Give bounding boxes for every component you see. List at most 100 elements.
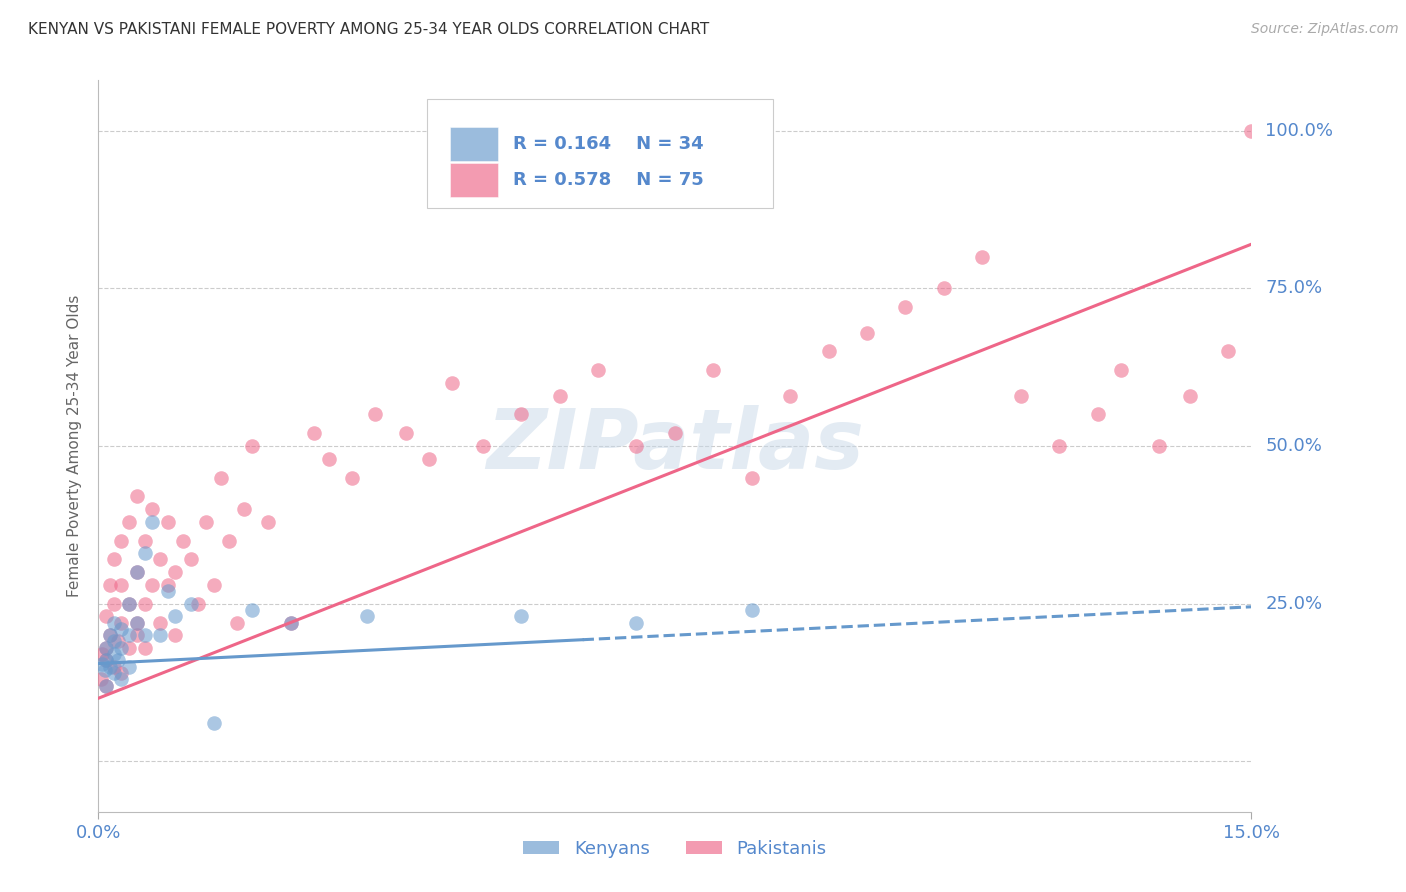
Point [94, 679, 117, 693]
Point [110, 578, 132, 592]
Text: 100.0%: 100.0% [1265, 121, 1333, 140]
Point [125, 565, 148, 579]
Point [894, 300, 917, 314]
Point [125, 565, 148, 579]
Point [225, 615, 247, 630]
Point [256, 515, 278, 529]
Point [91, 647, 114, 661]
Point [702, 363, 724, 377]
Point [817, 344, 839, 359]
Point [779, 388, 801, 402]
Point [218, 533, 240, 548]
Text: KENYAN VS PAKISTANI FEMALE POVERTY AMONG 25-34 YEAR OLDS CORRELATION CHART: KENYAN VS PAKISTANI FEMALE POVERTY AMONG… [28, 22, 710, 37]
Point [932, 281, 955, 295]
Point [856, 326, 879, 340]
Point [187, 597, 209, 611]
Point [125, 628, 148, 642]
Point [94, 640, 117, 655]
Point [165, 609, 187, 624]
Point [98, 659, 121, 673]
Point [103, 634, 125, 648]
Text: ZIPatlas: ZIPatlas [486, 406, 863, 486]
Point [664, 426, 686, 441]
Point [741, 470, 763, 484]
Point [134, 533, 156, 548]
Point [118, 628, 141, 642]
FancyBboxPatch shape [450, 127, 499, 161]
Point [103, 659, 125, 673]
Point [280, 615, 302, 630]
Point [103, 552, 125, 566]
Point [98, 628, 121, 642]
Point [107, 634, 129, 648]
Point [180, 597, 202, 611]
Point [94, 609, 117, 624]
Point [195, 515, 218, 529]
Point [395, 426, 418, 441]
Point [103, 665, 125, 680]
Point [972, 250, 994, 264]
Point [91, 657, 114, 671]
Point [107, 653, 129, 667]
Point [94, 653, 117, 667]
Point [510, 408, 533, 422]
Point [233, 502, 256, 516]
Point [149, 552, 172, 566]
Point [141, 502, 163, 516]
Point [280, 615, 302, 630]
FancyBboxPatch shape [450, 163, 499, 197]
Point [240, 603, 263, 617]
Point [741, 603, 763, 617]
Point [156, 578, 179, 592]
Point [1047, 439, 1070, 453]
Point [202, 578, 225, 592]
Point [110, 665, 132, 680]
FancyBboxPatch shape [427, 99, 773, 209]
Point [103, 615, 125, 630]
Text: 75.0%: 75.0% [1265, 279, 1322, 297]
Point [180, 552, 202, 566]
Point [510, 609, 533, 624]
Point [98, 628, 121, 642]
Point [240, 439, 263, 453]
Point [118, 597, 141, 611]
Point [134, 628, 156, 642]
Point [1010, 388, 1032, 402]
Point [125, 490, 148, 504]
Point [356, 609, 378, 624]
Point [103, 597, 125, 611]
Point [125, 615, 148, 630]
Point [110, 615, 132, 630]
Point [340, 470, 363, 484]
Point [94, 679, 117, 693]
Point [98, 578, 121, 592]
Point [626, 615, 648, 630]
Text: Source: ZipAtlas.com: Source: ZipAtlas.com [1251, 22, 1399, 37]
Text: 50.0%: 50.0% [1265, 437, 1322, 455]
Point [110, 673, 132, 687]
Point [93, 663, 115, 677]
Point [209, 470, 232, 484]
Point [118, 515, 141, 529]
Point [110, 533, 132, 548]
Point [172, 533, 194, 548]
Point [94, 640, 117, 655]
Point [364, 408, 387, 422]
Point [1109, 363, 1132, 377]
Point [586, 363, 609, 377]
Point [149, 615, 172, 630]
Point [156, 515, 179, 529]
Point [1147, 439, 1170, 453]
Point [1087, 408, 1109, 422]
Point [202, 716, 225, 731]
Point [110, 622, 132, 636]
Point [118, 640, 141, 655]
Point [626, 439, 648, 453]
Point [156, 584, 179, 599]
Point [134, 546, 156, 560]
Point [110, 640, 132, 655]
Legend: Kenyans, Pakistanis: Kenyans, Pakistanis [516, 832, 834, 865]
Point [418, 451, 440, 466]
Text: R = 0.164    N = 34: R = 0.164 N = 34 [513, 135, 704, 153]
Point [118, 597, 141, 611]
